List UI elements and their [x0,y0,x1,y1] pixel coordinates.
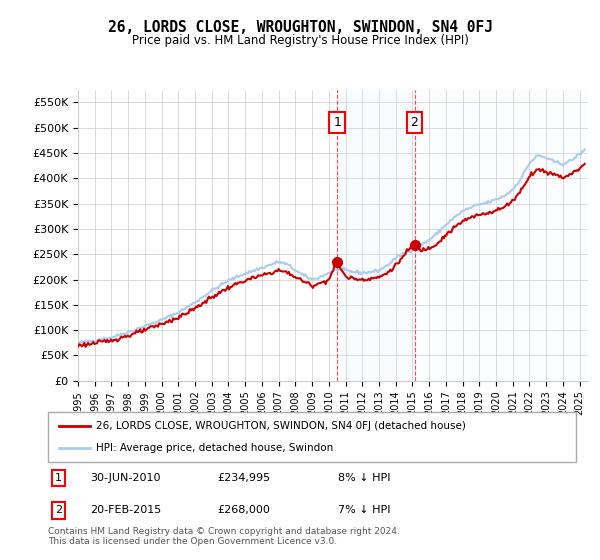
Text: 2: 2 [55,505,62,515]
Text: £268,000: £268,000 [217,505,270,515]
Text: 7% ↓ HPI: 7% ↓ HPI [338,505,391,515]
Bar [415,90,588,381]
Text: 1: 1 [333,116,341,129]
Bar [337,90,415,381]
Text: 8% ↓ HPI: 8% ↓ HPI [338,473,391,483]
Text: 30-JUN-2010: 30-JUN-2010 [90,473,161,483]
Text: 26, LORDS CLOSE, WROUGHTON, SWINDON, SN4 0FJ (detached house): 26, LORDS CLOSE, WROUGHTON, SWINDON, SN4… [95,421,466,431]
Text: 1: 1 [55,473,62,483]
Text: 2: 2 [410,116,418,129]
Text: HPI: Average price, detached house, Swindon: HPI: Average price, detached house, Swin… [95,443,333,453]
Text: 20-FEB-2015: 20-FEB-2015 [90,505,161,515]
FancyBboxPatch shape [48,412,576,462]
Text: 26, LORDS CLOSE, WROUGHTON, SWINDON, SN4 0FJ: 26, LORDS CLOSE, WROUGHTON, SWINDON, SN4… [107,20,493,35]
Text: Price paid vs. HM Land Registry's House Price Index (HPI): Price paid vs. HM Land Registry's House … [131,34,469,46]
Text: £234,995: £234,995 [217,473,270,483]
Text: Contains HM Land Registry data © Crown copyright and database right 2024.
This d: Contains HM Land Registry data © Crown c… [48,526,400,546]
